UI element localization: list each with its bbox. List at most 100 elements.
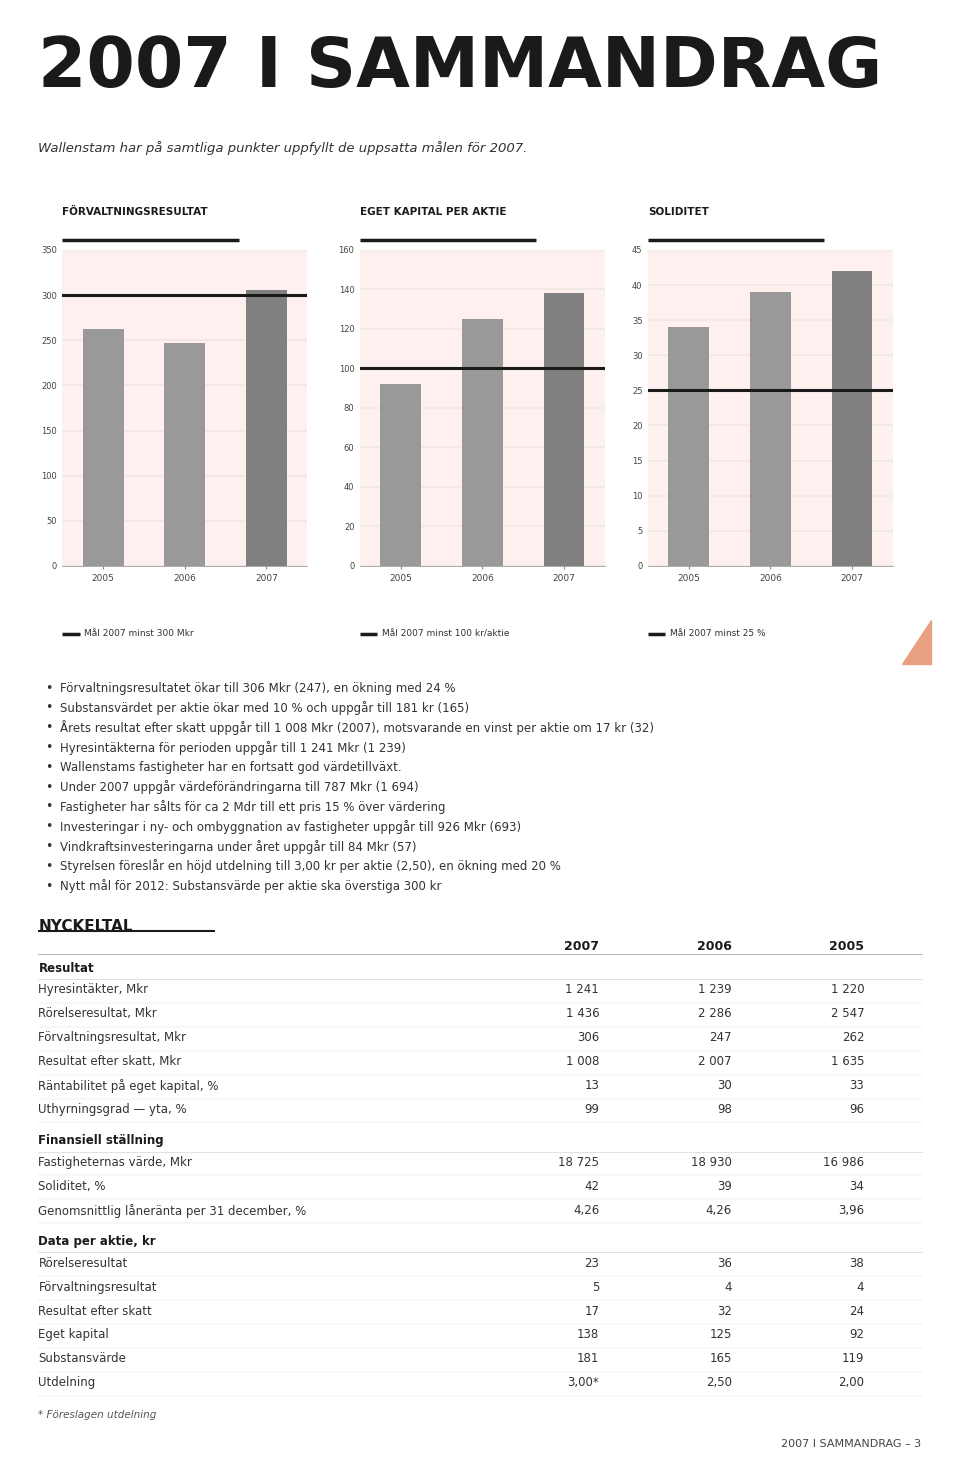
Text: Substansvärde: Substansvärde <box>38 1352 127 1366</box>
Text: Resultat efter skatt: Resultat efter skatt <box>38 1304 152 1317</box>
Text: 2 286: 2 286 <box>698 1007 732 1020</box>
Text: 2,50: 2,50 <box>706 1376 732 1389</box>
Text: 3,96: 3,96 <box>838 1204 864 1217</box>
Text: •: • <box>45 860 53 873</box>
Text: 2007 I SAMMANDRAG: 2007 I SAMMANDRAG <box>38 34 882 101</box>
Text: %: % <box>648 279 658 288</box>
Text: 2007 I SAMMANDRAG – 3: 2007 I SAMMANDRAG – 3 <box>781 1439 922 1449</box>
Text: Uthyrningsgrad — yta, %: Uthyrningsgrad — yta, % <box>38 1102 187 1116</box>
Text: Hyresintäkterna för perioden uppgår till 1 241 Mkr (1 239): Hyresintäkterna för perioden uppgår till… <box>60 741 406 754</box>
Text: 4: 4 <box>724 1280 732 1294</box>
Text: 1 241: 1 241 <box>565 983 599 997</box>
Text: Soliditet, %: Soliditet, % <box>38 1180 106 1192</box>
Text: •: • <box>45 820 53 833</box>
Text: 99: 99 <box>585 1102 599 1116</box>
Text: Mål 2007 minst 100 kr/aktie: Mål 2007 minst 100 kr/aktie <box>382 629 510 638</box>
Text: Förvaltningsresultat, Mkr: Förvaltningsresultat, Mkr <box>38 1032 186 1044</box>
Bar <box>83 329 124 566</box>
Text: 2,00: 2,00 <box>838 1376 864 1389</box>
Text: Förvaltningsresultatet ökar till 306 Mkr (247), en ökning med 24 %: Förvaltningsresultatet ökar till 306 Mkr… <box>60 682 456 695</box>
Text: Genomsnittlig låneränta per 31 december, %: Genomsnittlig låneränta per 31 december,… <box>38 1204 306 1217</box>
Text: 96: 96 <box>850 1102 864 1116</box>
Text: 181: 181 <box>577 1352 599 1366</box>
Text: 262: 262 <box>842 1032 864 1044</box>
Bar <box>462 319 503 566</box>
Text: 1 220: 1 220 <box>830 983 864 997</box>
Text: 2006: 2006 <box>697 941 732 953</box>
Text: •: • <box>45 781 53 794</box>
Text: •: • <box>45 761 53 773</box>
Text: Eget kapital: Eget kapital <box>38 1329 109 1342</box>
Text: Förvaltningsresultat: Förvaltningsresultat <box>38 1280 156 1294</box>
Text: •: • <box>45 701 53 714</box>
Text: Resultat: Resultat <box>38 961 94 975</box>
Bar <box>164 343 205 566</box>
Text: 306: 306 <box>577 1032 599 1044</box>
Text: 3,00*: 3,00* <box>567 1376 599 1389</box>
Text: 138: 138 <box>577 1329 599 1342</box>
Text: Mål 2007 minst 300 Mkr: Mål 2007 minst 300 Mkr <box>84 629 194 638</box>
Text: Nytt mål för 2012: Substansvärde per aktie ska överstiga 300 kr: Nytt mål för 2012: Substansvärde per akt… <box>60 879 442 894</box>
Bar <box>246 290 287 566</box>
Text: 125: 125 <box>709 1329 732 1342</box>
Text: Investeringar i ny- och ombyggnation av fastigheter uppgår till 926 Mkr (693): Investeringar i ny- och ombyggnation av … <box>60 820 521 833</box>
Text: * Föreslagen utdelning: * Föreslagen utdelning <box>38 1410 156 1420</box>
Text: Resultat efter skatt, Mkr: Resultat efter skatt, Mkr <box>38 1055 181 1069</box>
Text: Mkr: Mkr <box>62 279 81 288</box>
Bar <box>668 328 709 566</box>
Text: 16 986: 16 986 <box>823 1155 864 1169</box>
Text: FÖRVALTNINGSRESULTAT: FÖRVALTNINGSRESULTAT <box>62 207 208 218</box>
Text: 33: 33 <box>850 1079 864 1092</box>
Text: 32: 32 <box>717 1304 732 1317</box>
Text: 30: 30 <box>717 1079 732 1092</box>
Text: 17: 17 <box>585 1304 599 1317</box>
Text: 23: 23 <box>585 1257 599 1270</box>
Text: Rörelseresultat, Mkr: Rörelseresultat, Mkr <box>38 1007 157 1020</box>
Text: NYCKELTAL: NYCKELTAL <box>38 919 132 933</box>
Text: •: • <box>45 879 53 892</box>
Text: •: • <box>45 682 53 695</box>
Text: 24: 24 <box>850 1304 864 1317</box>
Text: Substansvärdet per aktie ökar med 10 % och uppgår till 181 kr (165): Substansvärdet per aktie ökar med 10 % o… <box>60 701 469 714</box>
Text: 4,26: 4,26 <box>706 1204 732 1217</box>
Text: Rörelseresultat: Rörelseresultat <box>38 1257 128 1270</box>
Text: 2 547: 2 547 <box>830 1007 864 1020</box>
Text: Mål 2007 minst 25 %: Mål 2007 minst 25 % <box>670 629 766 638</box>
Text: Styrelsen föreslår en höjd utdelning till 3,00 kr per aktie (2,50), en ökning me: Styrelsen föreslår en höjd utdelning til… <box>60 860 562 873</box>
Text: 34: 34 <box>850 1180 864 1192</box>
Text: Årets resultat efter skatt uppgår till 1 008 Mkr (2007), motsvarande en vinst pe: Årets resultat efter skatt uppgår till 1… <box>60 720 655 735</box>
Text: 2005: 2005 <box>829 941 864 953</box>
Polygon shape <box>902 620 931 664</box>
Text: 38: 38 <box>850 1257 864 1270</box>
Bar <box>831 270 873 566</box>
Text: Finansiell ställning: Finansiell ställning <box>38 1133 164 1147</box>
Text: •: • <box>45 722 53 734</box>
Text: 1 436: 1 436 <box>565 1007 599 1020</box>
Text: 247: 247 <box>709 1032 732 1044</box>
Text: 1 239: 1 239 <box>698 983 732 997</box>
Text: Utdelning: Utdelning <box>38 1376 96 1389</box>
Text: 4,26: 4,26 <box>573 1204 599 1217</box>
Text: 1 635: 1 635 <box>830 1055 864 1069</box>
Text: •: • <box>45 801 53 813</box>
Text: 18 725: 18 725 <box>558 1155 599 1169</box>
Text: 39: 39 <box>717 1180 732 1192</box>
Text: •: • <box>45 741 53 754</box>
Text: 42: 42 <box>585 1180 599 1192</box>
Text: Kr: Kr <box>360 279 371 288</box>
Text: 18 930: 18 930 <box>691 1155 732 1169</box>
Text: 119: 119 <box>842 1352 864 1366</box>
Text: Data per aktie, kr: Data per aktie, kr <box>38 1235 156 1248</box>
Text: 36: 36 <box>717 1257 732 1270</box>
Text: Hyresintäkter, Mkr: Hyresintäkter, Mkr <box>38 983 149 997</box>
Text: 98: 98 <box>717 1102 732 1116</box>
Text: 5: 5 <box>592 1280 599 1294</box>
Bar <box>543 294 585 566</box>
Text: Vindkraftsinvesteringarna under året uppgår till 84 Mkr (57): Vindkraftsinvesteringarna under året upp… <box>60 839 417 854</box>
Text: Fastigheternas värde, Mkr: Fastigheternas värde, Mkr <box>38 1155 192 1169</box>
Text: 2 007: 2 007 <box>698 1055 732 1069</box>
Text: 92: 92 <box>850 1329 864 1342</box>
Text: 13: 13 <box>585 1079 599 1092</box>
Text: 1 008: 1 008 <box>565 1055 599 1069</box>
Text: SOLIDITET: SOLIDITET <box>648 207 708 218</box>
